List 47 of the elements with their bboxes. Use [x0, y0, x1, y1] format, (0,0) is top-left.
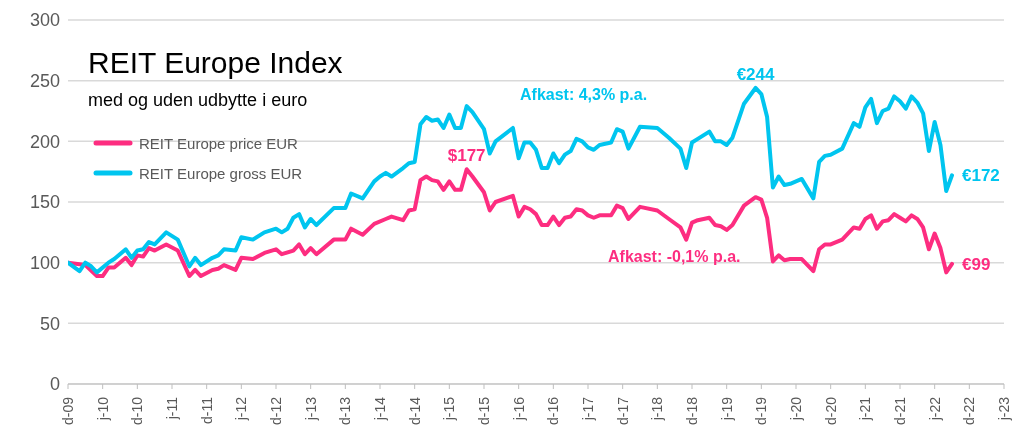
x-tick-label: d-18: [684, 396, 700, 426]
annotation: €172: [962, 166, 1000, 186]
x-tick-label: j-12: [233, 396, 250, 422]
x-tick-label: j-15: [441, 396, 458, 422]
x-tick-label: j-23: [996, 396, 1012, 422]
line-series: [68, 167, 954, 279]
x-tick-label: d-16: [545, 396, 562, 426]
x-tick-label: d-12: [268, 396, 284, 426]
annotation: Afkast: -0,1% p.a.: [608, 248, 741, 266]
y-tick-label: 150: [29, 192, 60, 213]
annotation: €99: [962, 254, 991, 274]
x-tick-label: d-15: [476, 396, 492, 426]
x-tick-label: d-20: [822, 396, 839, 426]
x-tick-label: d-09: [60, 396, 76, 426]
x-tick-label: d-14: [406, 396, 423, 426]
y-tick-label: 0: [49, 374, 60, 395]
x-tick-label: j-18: [649, 396, 666, 422]
legend-label: REIT Europe gross EUR: [139, 164, 303, 182]
annotation: $177: [447, 146, 486, 166]
x-tick-label: j-20: [788, 396, 804, 422]
x-tick-label: j-19: [718, 396, 735, 422]
x-tick-label: d-19: [753, 396, 770, 426]
text: med og uden udbytte i euro: [88, 90, 308, 111]
x-tick-label: d-10: [129, 396, 146, 426]
x-tick-label: j-22: [926, 396, 943, 422]
y-tick-label: 50: [39, 313, 60, 334]
text: REIT Europe Index: [88, 46, 343, 80]
x-tick-label: j-14: [372, 396, 388, 422]
y-tick-label: 250: [29, 71, 60, 92]
annotation: Afkast: 4,3% p.a.: [520, 86, 648, 104]
annotation: €244: [736, 64, 776, 84]
x-tick-label: j-13: [302, 396, 319, 422]
x-tick-label: d-13: [337, 396, 354, 426]
y-tick-label: 200: [29, 131, 60, 152]
x-tick-label: d-17: [614, 396, 631, 426]
x-tick-label: d-22: [961, 396, 978, 426]
x-tick-label: d-11: [198, 396, 215, 424]
x-tick-label: j-11: [164, 396, 180, 421]
x-tick-label: j-17: [580, 396, 596, 422]
x-tick-label: j-21: [857, 396, 874, 422]
y-tick-label: 300: [29, 10, 60, 31]
line-series: [68, 85, 954, 275]
x-tick-label: d-21: [892, 396, 908, 426]
x-tick-label: j-10: [94, 396, 111, 422]
y-tick-label: 100: [29, 253, 60, 274]
x-tick-label: j-16: [510, 396, 527, 422]
legend-label: REIT Europe price EUR: [139, 134, 298, 152]
